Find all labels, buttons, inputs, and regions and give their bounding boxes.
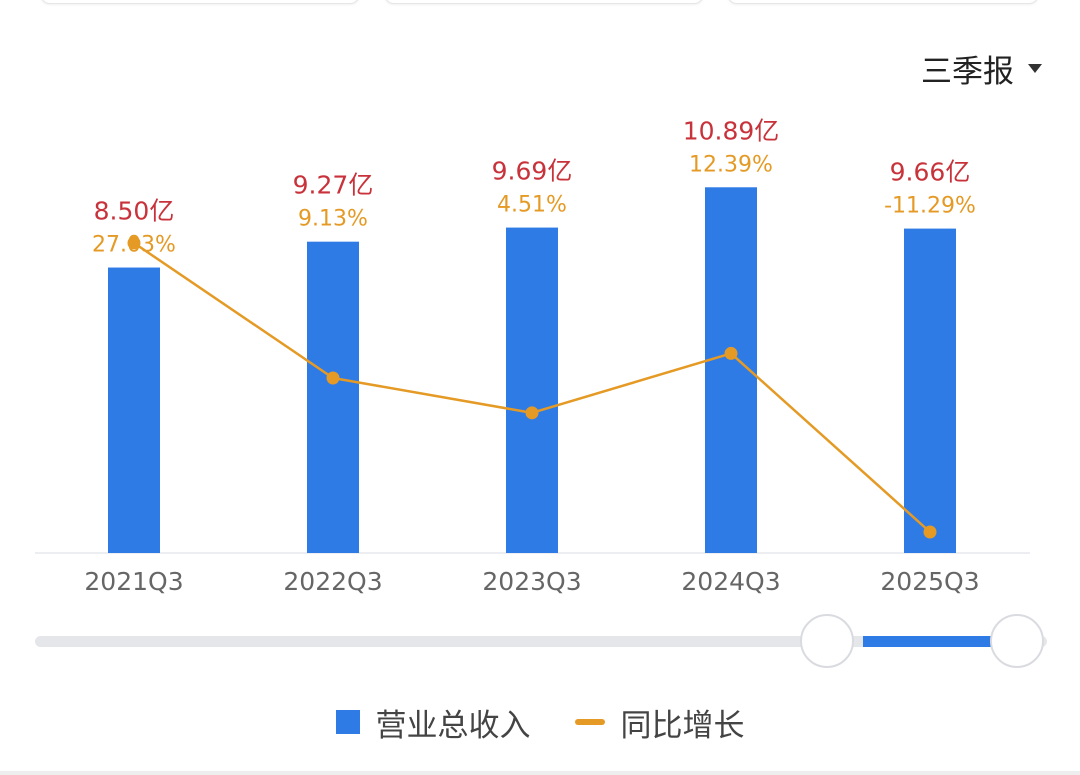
x-tick-label-2025Q3: 2025Q3 <box>880 567 979 596</box>
revenue-label-2024Q3: 10.89亿 <box>683 116 780 145</box>
slider-handle-left[interactable] <box>800 614 854 668</box>
revenue-legend-swatch <box>335 710 360 734</box>
growth-point-2023Q3 <box>525 406 539 420</box>
revenue-label-2022Q3: 9.27亿 <box>293 171 374 200</box>
growth-legend-swatch <box>574 719 605 725</box>
growth-point-2025Q3 <box>923 525 937 539</box>
growth-point-2022Q3 <box>326 371 340 385</box>
revenue-label-2023Q3: 9.69亿 <box>492 157 573 186</box>
period-select[interactable]: 三季报 <box>921 48 1042 90</box>
growth-point-2021Q3 <box>127 236 141 250</box>
slider-handle-right[interactable] <box>990 614 1044 668</box>
range-slider[interactable] <box>35 612 1047 672</box>
bar-2021Q3 <box>108 267 160 553</box>
growth-point-2024Q3 <box>724 346 738 360</box>
growth-label-2025Q3: -11.29% <box>884 194 976 219</box>
bar-2022Q3 <box>307 241 359 553</box>
caret-down-icon <box>1028 63 1042 73</box>
legend-growth-label: 同比增长 <box>620 707 745 744</box>
x-tick-label-2022Q3: 2022Q3 <box>283 567 382 596</box>
bar-2025Q3 <box>904 228 956 553</box>
growth-label-2022Q3: 9.13% <box>298 207 368 232</box>
legend-item-revenue[interactable]: 营业总收入 <box>335 700 531 745</box>
x-tick-label-2023Q3: 2023Q3 <box>482 567 581 596</box>
growth-label-2023Q3: 4.51% <box>497 193 567 218</box>
x-tick-label-2024Q3: 2024Q3 <box>681 567 780 596</box>
bottom-divider <box>0 771 1080 775</box>
legend-revenue-label: 营业总收入 <box>375 707 531 744</box>
legend-item-growth[interactable]: 同比增长 <box>574 700 745 745</box>
revenue-growth-chart: 2021Q38.50亿27.03%2022Q39.27亿9.13%2023Q39… <box>35 116 1030 596</box>
revenue-label-2025Q3: 9.66亿 <box>890 158 971 187</box>
bar-2023Q3 <box>506 227 558 553</box>
revenue-label-2021Q3: 8.50亿 <box>94 197 175 226</box>
x-tick-label-2021Q3: 2021Q3 <box>84 567 183 596</box>
slider-selected-range[interactable] <box>863 636 1025 647</box>
slider-track[interactable] <box>35 636 1047 647</box>
period-select-label: 三季报 <box>921 53 1014 90</box>
growth-label-2024Q3: 12.39% <box>689 152 773 177</box>
chart-legend: 营业总收入 同比增长 <box>0 700 1080 744</box>
